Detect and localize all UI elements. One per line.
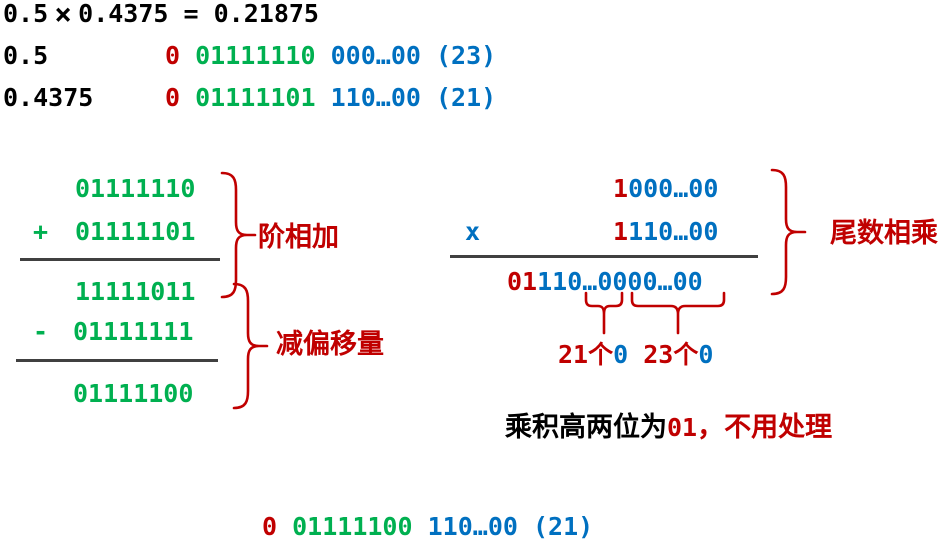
operand1-mantissa: 000…00	[330, 41, 421, 70]
zeros-zero2: 0	[698, 340, 714, 369]
mantissa-multiply-brace	[766, 167, 810, 297]
mantissa-factor2: 1110…00	[613, 217, 719, 247]
note-prefix: 乘积高两位为	[505, 412, 667, 442]
operand1-zero-count: (23)	[435, 41, 497, 70]
under-brace-icon	[584, 291, 624, 335]
operand1-exponent: 01111110	[195, 41, 316, 70]
minus-sign: -	[33, 317, 49, 346]
zeros-count2: 23个	[643, 340, 699, 369]
zeros-group1-underbrace	[584, 291, 624, 335]
product-rest: 110…0000…00	[537, 267, 703, 296]
zeros-count1: 21个	[558, 340, 614, 369]
factor2-lead-bit: 1	[613, 217, 629, 246]
mantissa-times-sign: x	[465, 217, 481, 246]
zeros-caption: 21个0 23个0	[558, 340, 714, 370]
exponent-addend2: 01111101	[75, 217, 196, 246]
factor1-lead-bit: 1	[613, 174, 629, 203]
factor2-rest: 110…00	[628, 217, 719, 246]
plus-sign: +	[33, 217, 49, 246]
mantissa-product: 01110…0000…00	[507, 267, 703, 297]
result-exponent: 01111100	[292, 512, 413, 541]
operand1-name: 0.5	[3, 41, 49, 70]
operand2-zero-count: (21)	[435, 83, 497, 112]
subtract-bias-brace	[228, 281, 272, 411]
result-encoding: 0 01111100 110…00 (21)	[262, 512, 594, 542]
exponent-sum: 11111011	[75, 277, 196, 306]
note-highlight-bits: 01	[667, 413, 698, 442]
bias-rule-line	[16, 359, 218, 362]
operand2-name: 0.4375	[3, 83, 94, 112]
equation-lhs: 0.5	[3, 0, 49, 28]
equation-rhs: 0.4375 = 0.21875	[78, 0, 319, 28]
label-exponent-add: 阶相加	[258, 222, 339, 252]
label-mantissa-multiply: 尾数相乘	[830, 218, 938, 248]
right-curly-brace-icon	[220, 171, 257, 299]
operand2-exponent: 01111101	[195, 83, 316, 112]
high-bits-note: 乘积高两位为01，不用处理	[505, 412, 833, 443]
factor1-rest: 000…00	[628, 174, 719, 203]
sum-rule-line	[20, 258, 220, 261]
operand2-encoding: 0 01111101 110…00 (21)	[165, 83, 497, 113]
operand1-sign-bit: 0	[165, 41, 181, 70]
multiply-sign: ×	[54, 0, 72, 31]
under-brace-icon	[630, 291, 726, 335]
exponent-addend1: 01111110	[75, 174, 196, 203]
equation-title: 0.5 × 0.4375 = 0.21875	[3, 0, 319, 29]
note-suffix: ，不用处理	[697, 412, 833, 442]
mantissa-factor1: 1000…00	[613, 174, 719, 204]
result-mantissa: 110…00	[427, 512, 518, 541]
result-zero-count: (21)	[532, 512, 594, 541]
right-curly-brace-icon	[770, 168, 807, 296]
product-rule-line	[450, 255, 758, 258]
result-sign-bit: 0	[262, 512, 278, 541]
zeros-zero1: 0	[613, 340, 629, 369]
operand2-sign-bit: 0	[165, 83, 181, 112]
zeros-group2-underbrace	[630, 291, 726, 335]
operand1-encoding: 0 01111110 000…00 (23)	[165, 41, 497, 71]
label-subtract-bias: 减偏移量	[276, 329, 384, 359]
product-lead-bits: 01	[507, 267, 538, 296]
right-curly-brace-icon	[232, 282, 269, 410]
exponent-add-brace	[216, 170, 260, 300]
exponent-bias: 01111111	[73, 317, 194, 346]
exponent-result: 01111100	[73, 379, 194, 408]
operand2-mantissa: 110…00	[330, 83, 421, 112]
